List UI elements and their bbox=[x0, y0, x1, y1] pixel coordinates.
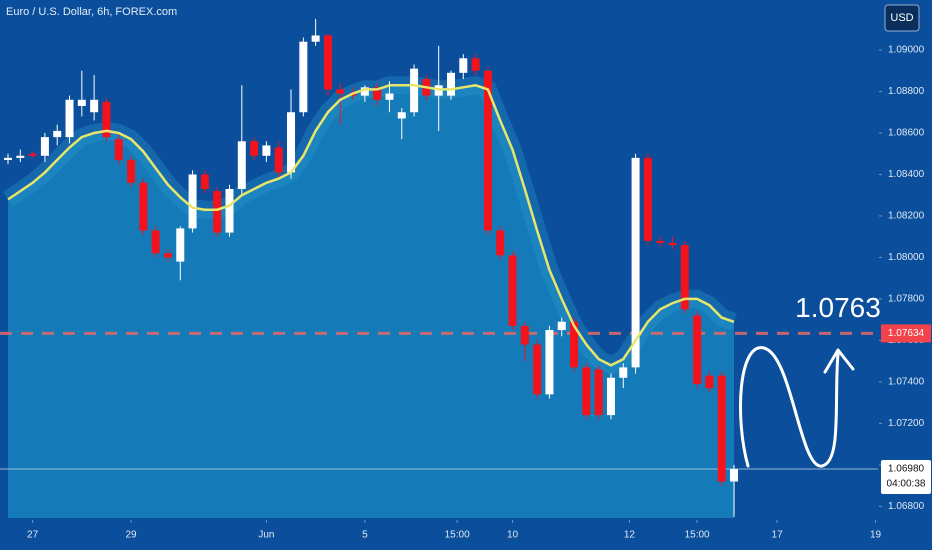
y-tick-label: 1.08400 bbox=[888, 169, 925, 180]
candle-body bbox=[323, 35, 332, 90]
candle-body bbox=[680, 244, 689, 310]
x-tick-label: 5 bbox=[362, 530, 368, 541]
y-tick-label: 1.08200 bbox=[888, 211, 925, 222]
y-tick-label: 1.06800 bbox=[888, 501, 925, 512]
x-tick-label: 19 bbox=[870, 530, 882, 541]
candle-body bbox=[287, 112, 296, 173]
candle-body bbox=[188, 174, 197, 229]
candle-body bbox=[237, 141, 246, 189]
y-tick-label: 1.07800 bbox=[888, 294, 925, 305]
candle-body bbox=[557, 321, 566, 331]
candle-body bbox=[373, 87, 382, 100]
chart-title: Euro / U.S. Dollar, 6h, FOREX.com bbox=[6, 6, 177, 18]
candle-body bbox=[594, 369, 603, 416]
candle-body bbox=[213, 191, 222, 233]
candle-body bbox=[570, 321, 579, 368]
candle-body bbox=[606, 377, 615, 416]
candle-body bbox=[274, 147, 283, 173]
candle-body bbox=[114, 139, 123, 160]
y-tick-label: 1.07200 bbox=[888, 418, 925, 429]
x-tick-label: 10 bbox=[507, 530, 519, 541]
candle-body bbox=[151, 230, 160, 254]
candle-body bbox=[397, 112, 406, 119]
last-price-tag bbox=[881, 460, 931, 495]
candle-body bbox=[385, 93, 394, 100]
plot-area bbox=[0, 18, 878, 519]
candle-body bbox=[693, 315, 702, 384]
candle-body bbox=[336, 89, 345, 94]
candle-body bbox=[77, 99, 86, 107]
drawn-arrow bbox=[738, 346, 840, 468]
candle-body bbox=[163, 253, 172, 258]
candle-body bbox=[483, 70, 492, 231]
y-tick-label: 1.09000 bbox=[888, 45, 925, 56]
candle-body bbox=[631, 157, 640, 368]
currency-label[interactable]: USD bbox=[890, 12, 913, 24]
x-tick-label: 27 bbox=[27, 530, 39, 541]
x-tick-label: 29 bbox=[125, 530, 137, 541]
x-tick-label: 17 bbox=[772, 530, 784, 541]
candle-body bbox=[705, 375, 714, 389]
currency-button[interactable] bbox=[884, 4, 920, 32]
candle-body bbox=[139, 182, 148, 231]
ma-line bbox=[7, 84, 735, 367]
target-annotation: 1.0763 bbox=[795, 292, 881, 323]
candle-body bbox=[545, 330, 554, 395]
y-tick-label: 1.08600 bbox=[888, 128, 925, 139]
candle-body bbox=[28, 153, 37, 156]
x-tick-label: 15:00 bbox=[685, 530, 710, 541]
y-tick-label: 1.08800 bbox=[888, 86, 925, 97]
candle-body bbox=[520, 325, 529, 345]
candle-body bbox=[250, 141, 259, 156]
candle-body bbox=[471, 58, 480, 71]
candle-body bbox=[582, 367, 591, 416]
candle-body bbox=[102, 101, 111, 138]
candle-body bbox=[311, 35, 320, 42]
x-tick-label: Jun bbox=[258, 530, 274, 541]
candle-body bbox=[53, 130, 62, 138]
candle-body bbox=[299, 41, 308, 113]
candle-body bbox=[176, 228, 185, 262]
candle-body bbox=[3, 157, 12, 160]
candle-body bbox=[360, 87, 369, 96]
candle-body bbox=[619, 367, 628, 378]
candle-body bbox=[446, 72, 455, 96]
candle-body bbox=[65, 99, 74, 138]
candle-body bbox=[40, 137, 49, 156]
level-tag bbox=[881, 324, 931, 343]
candle-body bbox=[459, 58, 468, 73]
y-tick-label: 1.08000 bbox=[888, 252, 925, 263]
candle-body bbox=[410, 68, 419, 113]
candle-body bbox=[16, 155, 25, 158]
x-tick-label: 15:00 bbox=[445, 530, 470, 541]
candle-body bbox=[656, 240, 665, 243]
candle-body bbox=[508, 255, 517, 326]
candle-body bbox=[127, 159, 136, 183]
candle-body bbox=[533, 344, 542, 395]
candle-body bbox=[225, 188, 234, 233]
candle-body bbox=[262, 145, 271, 156]
last-price-label: 1.06980 bbox=[888, 464, 925, 475]
level-tag-label: 1.07634 bbox=[888, 328, 925, 339]
candle-body bbox=[90, 99, 99, 113]
candle-body bbox=[717, 375, 726, 482]
candle-body bbox=[668, 242, 677, 245]
y-tick-label: 1.07400 bbox=[888, 377, 925, 388]
candle-body bbox=[496, 230, 505, 256]
x-tick-label: 12 bbox=[624, 530, 636, 541]
candle-body bbox=[200, 174, 209, 189]
arrow-head bbox=[823, 348, 855, 374]
countdown-label: 04:00:38 bbox=[887, 479, 926, 490]
candle-body bbox=[730, 469, 739, 482]
ma-area bbox=[7, 85, 735, 519]
candle-body bbox=[643, 157, 652, 241]
